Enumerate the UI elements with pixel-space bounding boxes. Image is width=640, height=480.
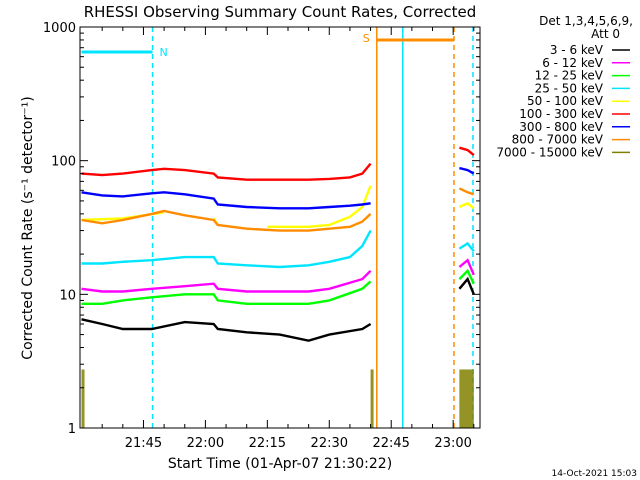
legend-label: 25 - 50 keV — [535, 81, 604, 95]
y-axis-label: Corrected Count Rate (s⁻¹ detector⁻¹) — [20, 96, 36, 359]
series-6 — [81, 166, 475, 210]
series-2 — [81, 268, 475, 305]
y-axis-ticks: 1 10 100 1000 — [43, 21, 480, 437]
x-tick-label: 22:00 — [187, 436, 224, 451]
legend-subtitle: Att 0 — [591, 27, 620, 41]
y-tick-label: 1 — [68, 422, 76, 437]
x-tick-label: 23:00 — [434, 436, 471, 451]
x-tick-label: 22:15 — [249, 436, 286, 451]
legend-label: 7000 - 15000 keV — [496, 145, 603, 159]
x-axis-label: Start Time (01-Apr-07 21:30:22) — [168, 456, 392, 472]
legend-label: 50 - 100 keV — [527, 94, 604, 108]
series-3-line-0 — [81, 230, 372, 269]
series-7-line-1 — [458, 187, 475, 196]
series-0-line-0 — [81, 318, 372, 342]
x-tick-label: 21:45 — [125, 436, 162, 451]
series-4-line-3 — [458, 201, 475, 210]
annotation-label-1: S — [363, 32, 370, 45]
series-1-line-1 — [458, 258, 475, 276]
y-tick-label: 10 — [59, 288, 76, 303]
series-5-line-1 — [459, 146, 475, 157]
series-7-line-0 — [81, 209, 372, 232]
footer-date: 14-Oct-2021 15:03 — [552, 469, 637, 479]
y-tick-label: 100 — [51, 155, 76, 170]
legend-label: 3 - 6 keV — [550, 43, 604, 57]
chart-title: RHESSI Observing Summary Count Rates, Co… — [84, 3, 477, 21]
series-2-line-0 — [81, 280, 372, 305]
x-tick-label: 22:30 — [311, 436, 348, 451]
series-5-line-0 — [81, 162, 372, 181]
series-6-line-1 — [459, 166, 475, 175]
series-8-band-2 — [459, 369, 474, 428]
y-tick-label: 1000 — [43, 21, 76, 36]
series-0-line-1 — [458, 276, 475, 295]
series-8-band-0 — [81, 369, 85, 428]
legend-label: 100 - 300 keV — [519, 107, 603, 121]
series-0 — [81, 276, 475, 342]
legend-label: 12 - 25 keV — [535, 69, 604, 83]
series-2-line-1 — [458, 268, 475, 285]
series-7 — [81, 187, 475, 232]
series-1-line-0 — [81, 269, 372, 293]
series-8-band-1 — [370, 369, 374, 428]
series-6-line-0 — [81, 191, 371, 210]
x-tick-label: 22:45 — [372, 436, 409, 451]
plot-frame — [79, 26, 481, 429]
plot-area: NS — [79, 26, 481, 429]
series-3 — [81, 230, 475, 269]
legend-label: 800 - 7000 keV — [512, 133, 604, 147]
series-3-line-1 — [458, 241, 475, 253]
series-5 — [81, 146, 475, 181]
legend-label: 6 - 12 keV — [542, 56, 604, 70]
series-4 — [81, 185, 475, 228]
annotation-label-0: N — [160, 46, 168, 59]
series-8 — [81, 369, 474, 428]
x-axis-ticks: 21:45 22:00 22:15 22:30 22:45 23:00 — [101, 27, 475, 451]
legend-title: Det 1,3,4,5,6,9, — [539, 14, 633, 28]
legend-label: 300 - 800 keV — [519, 120, 603, 134]
series-1 — [81, 258, 475, 293]
plot-inner: NS — [81, 27, 475, 428]
